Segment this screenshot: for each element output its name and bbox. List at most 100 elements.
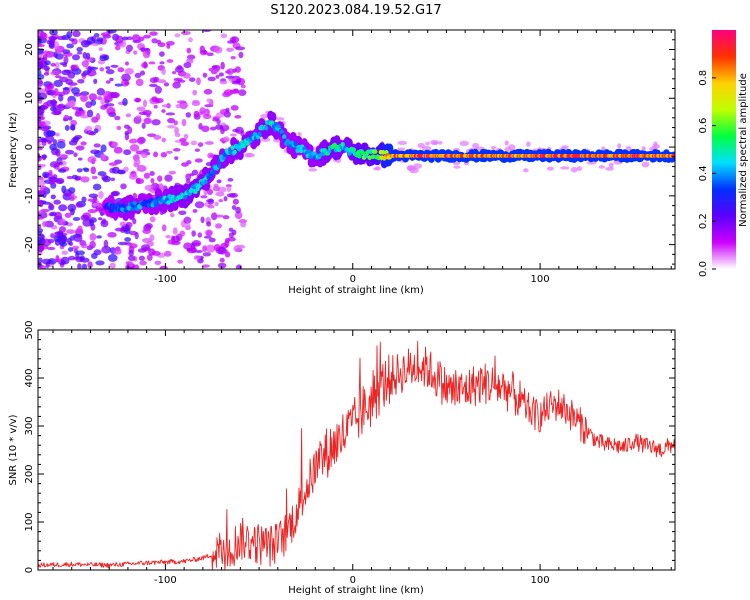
spectrogram-noise-blob <box>207 76 216 82</box>
spectrogram-noise-blob <box>100 98 106 106</box>
spectrogram-noise-blob <box>48 176 57 180</box>
spectrogram-noise-blob <box>164 250 172 257</box>
spectrogram-noise-blob <box>128 266 134 269</box>
spectrogram-noise-blob <box>526 141 531 147</box>
spectrogram-noise-blob <box>211 70 218 75</box>
spectrogram-noise-blob <box>234 66 242 73</box>
spectrogram-noise-blob <box>93 128 99 134</box>
spectrogram-noise-blob <box>190 140 198 146</box>
spectrogram-noise-blob <box>111 92 119 98</box>
spectrogram-noise-blob <box>244 152 253 158</box>
spectrogram-noise-blob <box>205 244 216 253</box>
spectrogram-noise-blob <box>124 132 130 141</box>
spectrogram-noise-blob <box>605 166 614 171</box>
spectrogram-noise-blob <box>123 81 130 86</box>
spectrogram-noise-blob <box>234 211 243 220</box>
spectrogram-noise-blob <box>50 194 56 200</box>
spectrogram-noise-blob <box>98 190 104 199</box>
spectrogram-noise-blob <box>131 34 141 42</box>
spectrogram-noise-blob <box>191 230 196 237</box>
spectrogram-noise-blob <box>129 144 140 152</box>
spectrogram-noise-blob <box>205 230 213 237</box>
spectrogram-noise-blob <box>54 53 64 60</box>
spectrogram-noise-blob <box>222 136 230 142</box>
spectrogram-noise-blob <box>55 132 60 137</box>
spectrogram-noise-blob <box>38 142 42 147</box>
spectrogram-noise-blob <box>119 221 127 227</box>
spectrogram-noise-blob <box>68 140 78 146</box>
spectrogram-y-label: Frequency (Hz) <box>8 112 19 188</box>
spectrogram-noise-blob <box>126 44 133 52</box>
spectrogram-noise-blob <box>76 168 83 173</box>
spectrogram-noise-blob <box>151 250 161 256</box>
spectrogram-noise-blob <box>111 141 119 147</box>
spectrogram-noise-blob <box>199 107 206 114</box>
spectrogram-ridge-core <box>373 149 378 154</box>
spectrogram-noise-blob <box>133 158 141 166</box>
spectrogram-ridge-core <box>230 145 235 150</box>
spectrogram-ridge-core <box>203 179 208 185</box>
spectrogram-noise-blob <box>174 126 180 135</box>
spectrogram-noise-blob <box>116 169 126 174</box>
spectrogram-noise-blob <box>136 115 142 119</box>
spectrogram-noise-blob <box>204 141 214 145</box>
spectrogram-noise-blob <box>101 218 107 225</box>
spectrogram-noise-blob <box>136 106 146 112</box>
spectrogram-noise-blob <box>201 264 210 268</box>
spectrogram-noise-blob <box>202 252 212 257</box>
spectrogram-ridge-core <box>216 163 222 168</box>
spectrogram-noise-blob <box>88 93 98 101</box>
spectrogram-noise-blob <box>144 184 154 191</box>
spectrogram-noise-blob <box>570 166 578 173</box>
spectrogram-noise-blob <box>124 237 132 242</box>
spectrogram-noise-blob <box>72 216 81 221</box>
spectrogram-noise-blob <box>154 85 162 94</box>
spectrogram-ridge-core <box>211 170 216 176</box>
snr-y-ticks: 0 100 200 300 400 500 <box>24 320 675 573</box>
spectrogram-noise-blob <box>96 96 103 101</box>
spectrogram-noise-blob <box>153 135 162 140</box>
spectrogram-y-tick-label: -10 <box>24 188 35 204</box>
spectrogram-noise-blob <box>215 74 220 79</box>
spectrogram-ridge-core <box>279 129 285 135</box>
spectrogram-noise-blob <box>38 236 43 244</box>
spectrogram-noise-blob <box>79 257 90 263</box>
spectrogram-noise-blob <box>240 84 246 89</box>
spectrogram-noise-blob <box>64 212 72 218</box>
spectrogram-x-tick-label: -100 <box>154 274 177 285</box>
spectrogram-noise-blob <box>219 80 228 85</box>
spectrogram-noise-blob <box>215 223 223 229</box>
spectrogram-noise-blob <box>41 220 48 227</box>
spectrogram-noise-blob <box>157 42 166 48</box>
spectrogram-y-tick-label: 0 <box>24 144 35 150</box>
spectrogram-noise-blob <box>42 171 50 178</box>
spectrogram-noise-blob <box>68 100 76 107</box>
spectrogram-noise-blob <box>157 175 163 182</box>
spectrogram-noise-blob <box>93 143 101 148</box>
spectrogram-noise-blob <box>211 212 218 221</box>
spectrogram-noise-blob <box>88 217 97 224</box>
spectrogram-noise-blob <box>67 71 76 79</box>
spectrogram-noise-blob <box>62 87 71 91</box>
spectrogram-ridge-core <box>130 206 135 212</box>
spectrogram-noise-blob <box>194 249 203 253</box>
spectrogram-noise-blob <box>80 214 90 221</box>
spectrogram-noise-blob <box>64 149 75 155</box>
spectrogram-noise-blob <box>617 143 622 149</box>
spectrogram-noise-blob <box>177 259 184 264</box>
spectrogram-noise-blob <box>161 104 171 108</box>
spectrogram-noise-blob <box>71 106 80 110</box>
spectrogram-noise-blob <box>137 136 146 144</box>
spectrogram-noise-blob <box>166 125 176 129</box>
colorbar-tick-label: 0.8 <box>698 70 709 86</box>
spectrogram-noise-blob <box>59 76 69 83</box>
spectrogram-noise-blob <box>194 158 203 163</box>
spectrogram-noise-blob <box>213 46 223 54</box>
spectrogram-noise-blob <box>227 177 234 182</box>
spectrogram-noise-blob <box>132 40 142 44</box>
spectrogram-noise-blob <box>76 46 83 52</box>
spectrogram-noise-blob <box>459 140 469 147</box>
spectrogram-noise-blob <box>125 113 132 118</box>
spectrogram-noise-blob <box>80 176 90 183</box>
spectrogram-noise-blob <box>222 215 230 220</box>
